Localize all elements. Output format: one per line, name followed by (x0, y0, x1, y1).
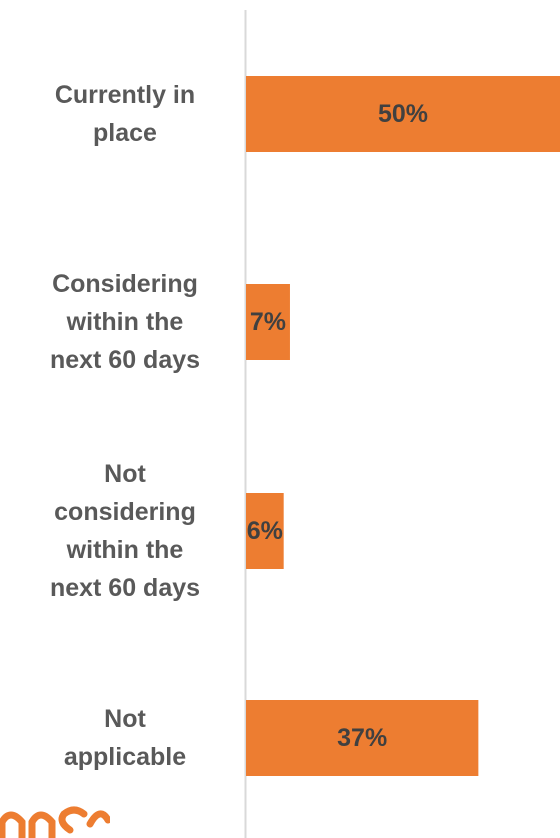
data-label: 7% (250, 308, 286, 336)
category-label: Currently in place (55, 81, 195, 147)
logo-stroke (0, 806, 110, 838)
category-label: Not applicable (64, 705, 186, 771)
bar (246, 76, 560, 152)
category-label-line: Currently in (55, 81, 195, 109)
category-label-line: within the (66, 308, 184, 336)
category-label: Not considering within the next 60 days (50, 460, 200, 602)
data-label: 37% (337, 724, 387, 752)
category-label-line: considering (54, 498, 196, 526)
data-label: 6% (247, 517, 283, 545)
category-label-line: Considering (52, 270, 198, 298)
bar (246, 493, 284, 569)
data-label: 50% (378, 100, 428, 128)
category-label-line: next 60 days (50, 346, 200, 374)
category-label-line: applicable (64, 743, 186, 771)
category-label: Considering within the next 60 days (50, 270, 200, 374)
category-label-line: place (93, 119, 157, 147)
category-label-line: Not (104, 705, 146, 733)
category-label-line: within the (66, 536, 184, 564)
category-label-line: Not (104, 460, 146, 488)
bar (246, 284, 290, 360)
brand-logo-fragment (0, 806, 110, 838)
category-label-line: next 60 days (50, 574, 200, 602)
bar (246, 700, 479, 776)
